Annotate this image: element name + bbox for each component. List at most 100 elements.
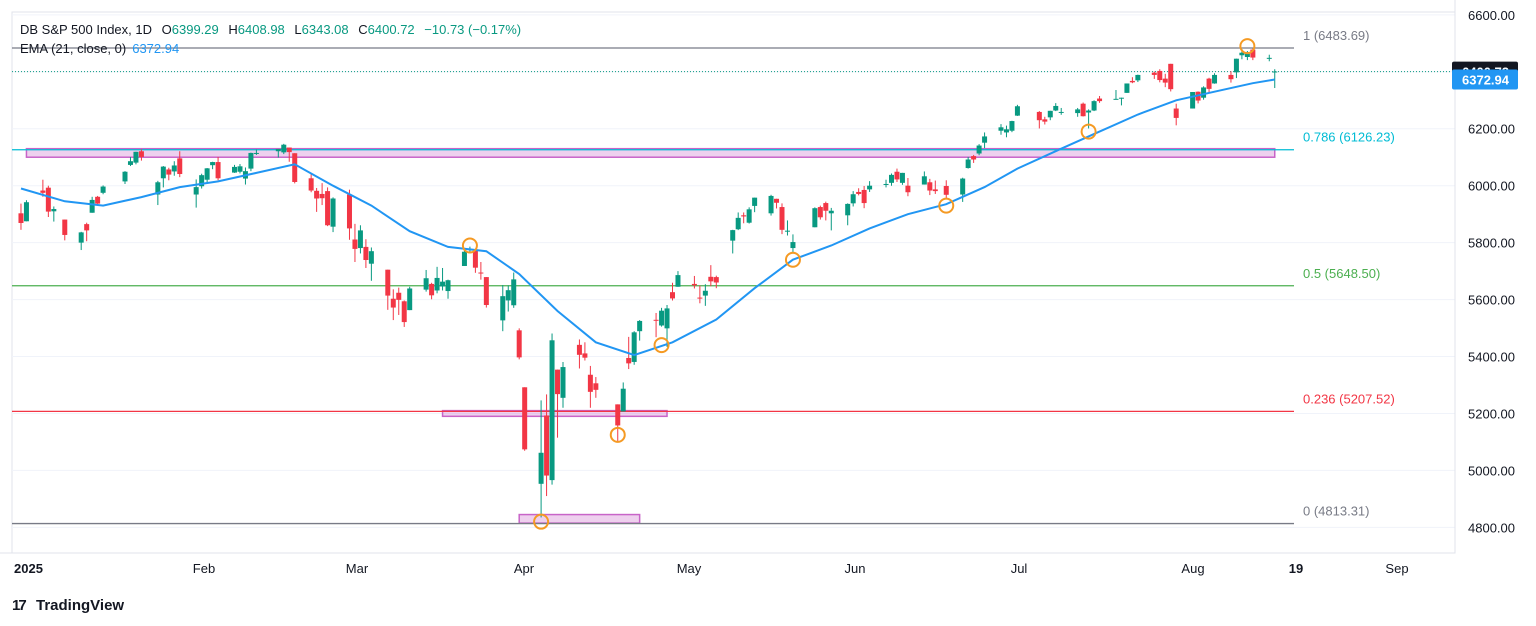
tradingview-logo-icon: 17 [12, 597, 27, 614]
candle-body [1157, 70, 1163, 81]
candle-body [697, 297, 703, 299]
candle-body [357, 230, 363, 249]
y-tick-label: 5000.00 [1468, 463, 1515, 478]
candle-body [1058, 111, 1064, 113]
candle-body [1042, 119, 1048, 122]
candle-body [171, 165, 177, 172]
candle-body [78, 232, 84, 243]
current-date-bg [1286, 556, 1306, 572]
y-axis[interactable]: 4800.00 5000.00 5200.00 5400.00 5600.00 5800.… [1452, 0, 1518, 553]
y-tick-label: 5600.00 [1468, 293, 1515, 308]
candle-body [275, 148, 281, 152]
candle-body [587, 374, 593, 392]
y-tick-label: 5800.00 [1468, 236, 1515, 251]
candle-body [965, 159, 971, 169]
fib-label-1: 1 (6483.69) [1303, 28, 1370, 43]
candle-body [620, 388, 626, 412]
pivot-marker [938, 197, 955, 214]
candle-body [89, 199, 95, 213]
candle-body [346, 194, 352, 229]
x-tick-label: 2025 [14, 561, 43, 576]
x-tick-label: Aug [1181, 561, 1204, 576]
candle-body [768, 195, 774, 214]
ema-21-line [20, 78, 1275, 357]
candle-body [713, 277, 719, 283]
close-label: C [358, 22, 368, 37]
candle-body [505, 290, 511, 301]
candle-body [1228, 74, 1234, 80]
x-tick-label: Feb [193, 561, 215, 576]
candle-body [1239, 52, 1245, 56]
candle-body [314, 190, 320, 199]
pivot-marker [653, 337, 670, 354]
high-value: 6408.98 [237, 22, 285, 37]
candle-body [626, 357, 632, 364]
candle-body [538, 452, 544, 484]
candle-body [1091, 101, 1097, 111]
ema-label: EMA (21, close, 0) [20, 41, 127, 56]
x-tick-label: Jul [1011, 561, 1028, 576]
open-value: 6399.29 [171, 22, 219, 37]
candle-body [210, 162, 216, 166]
candle-body [138, 151, 144, 157]
candle-body [982, 136, 988, 143]
candle-body [483, 277, 489, 305]
candle-body [1113, 98, 1119, 100]
ema-legend[interactable]: EMA (21, close, 0) 6372.94 [20, 41, 185, 56]
candle-body [1162, 78, 1168, 83]
candle-body [1190, 92, 1196, 109]
candle-body [248, 152, 254, 169]
y-tick-label: 4800.00 [1468, 520, 1515, 535]
y-tick-label: 5200.00 [1468, 406, 1515, 421]
y-tick-label: 6000.00 [1468, 179, 1515, 194]
candle-body [1036, 111, 1042, 121]
candle-body [784, 230, 790, 232]
candle-body [440, 281, 446, 287]
candle-body [1009, 121, 1015, 131]
candle-body [774, 198, 780, 203]
candle-body [1003, 129, 1009, 133]
low-value: 6343.08 [301, 22, 349, 37]
pivot-marker [1080, 123, 1097, 140]
candle-body [976, 145, 982, 154]
candle-body [1135, 74, 1141, 81]
candle-body [856, 191, 862, 194]
candle-body [1266, 57, 1272, 59]
candle-body [1129, 80, 1135, 83]
candle-body [850, 194, 856, 204]
candle-body [544, 415, 550, 476]
candle-body [308, 178, 314, 191]
candle-body [445, 280, 451, 292]
candle-body [199, 175, 205, 187]
candle-body [1233, 58, 1239, 73]
candle-body [593, 383, 599, 390]
candle-body [637, 320, 643, 332]
candle-body [18, 213, 24, 223]
candle-body [932, 189, 938, 192]
candle-body [100, 186, 106, 193]
tradingview-logo[interactable]: 17 TradingView [12, 597, 124, 614]
candle-body [166, 169, 172, 175]
candle-body [407, 288, 413, 311]
candle-body [741, 215, 747, 217]
candle-body [691, 283, 697, 286]
candle-body [160, 166, 166, 179]
candle-body [461, 251, 467, 266]
candle-body [817, 207, 823, 218]
candle-body [1173, 108, 1179, 118]
candle-body [204, 168, 210, 180]
candle-body [253, 152, 259, 154]
low-label: L [294, 22, 302, 37]
candle-body [998, 127, 1004, 131]
candle-body [281, 144, 287, 153]
candle-body [867, 185, 873, 190]
x-axis[interactable]: 2025 Feb Mar Apr May Jun Jul Aug 19 Sep [0, 552, 1455, 576]
symbol-name: DB S&P 500 Index, 1D [20, 22, 153, 37]
candle-body [177, 158, 183, 175]
candle-body [1086, 110, 1092, 113]
candle-body [401, 301, 407, 323]
candle-body [735, 217, 741, 230]
candle-body [62, 219, 68, 235]
fib-label-0.236: 0.236 (5207.52) [1303, 391, 1395, 406]
